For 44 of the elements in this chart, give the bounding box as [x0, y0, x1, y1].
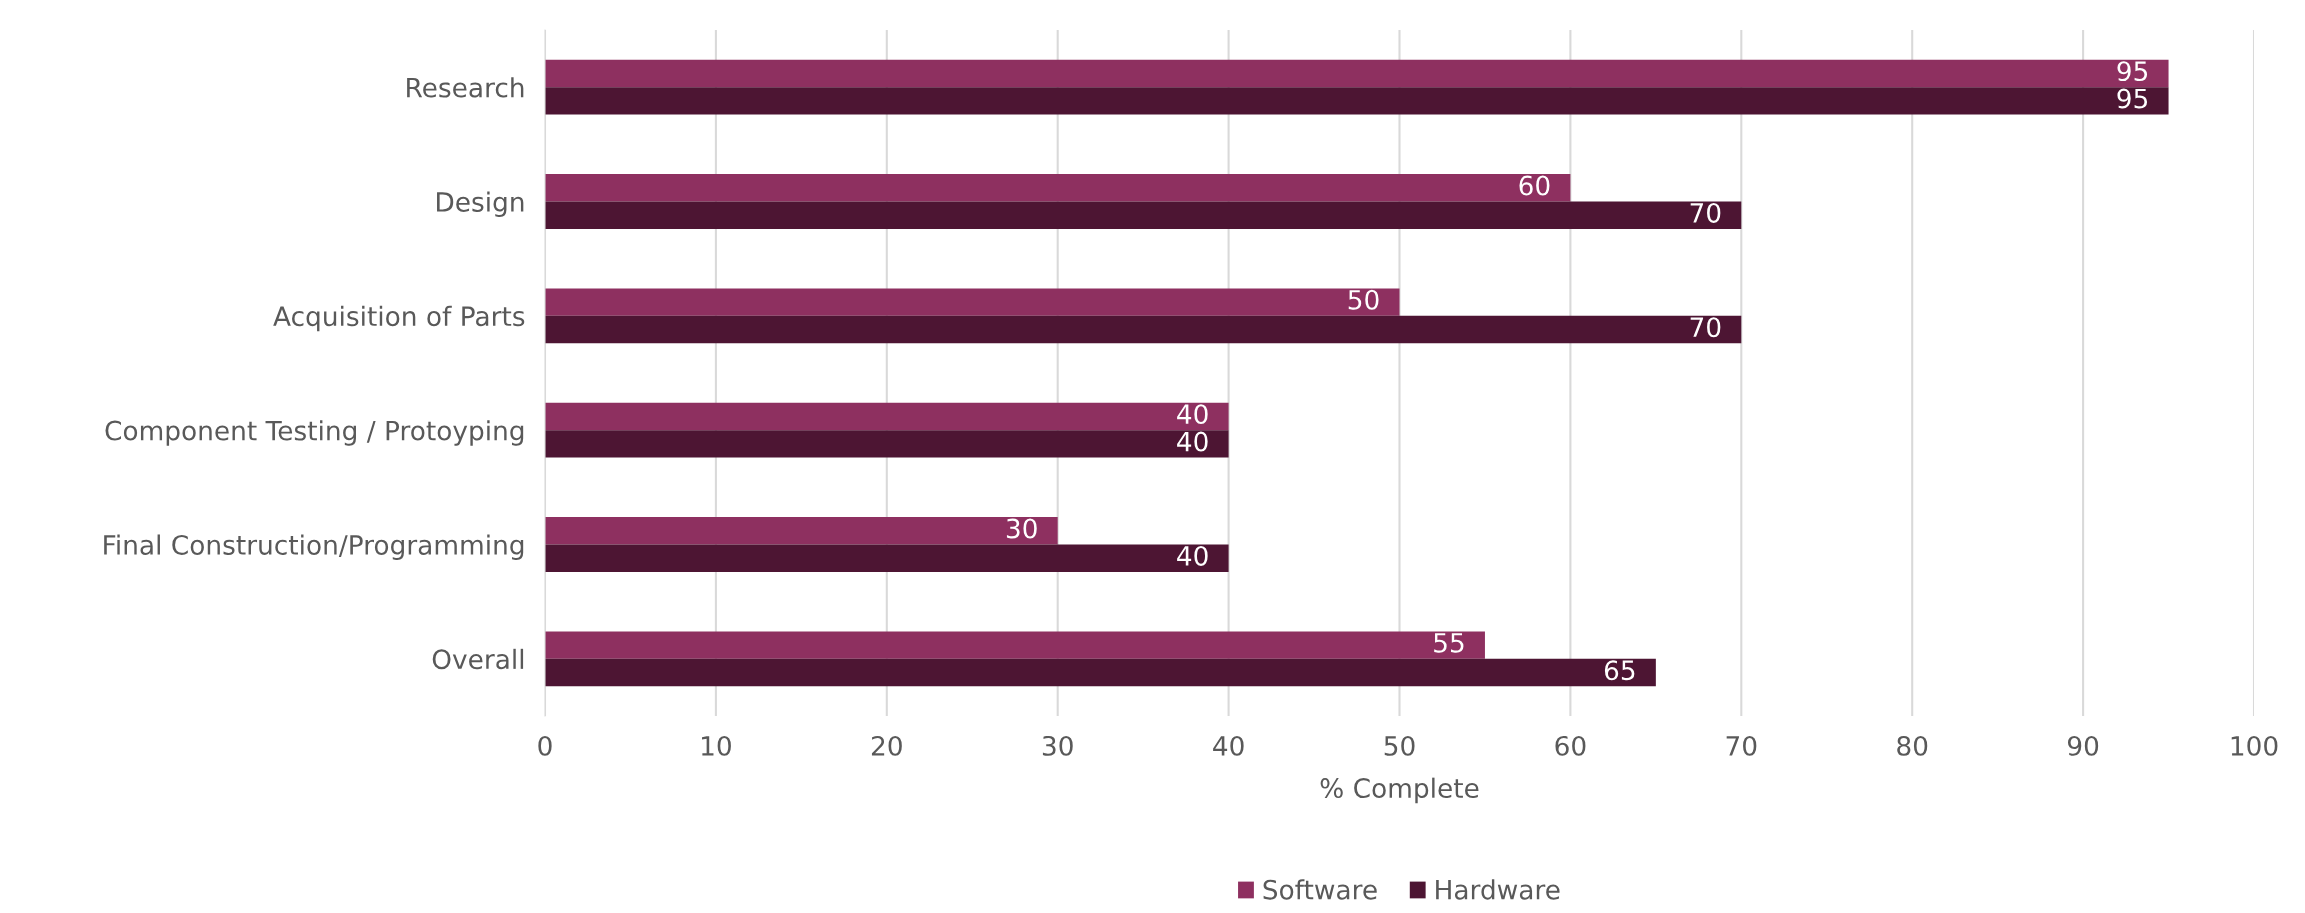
bar: [545, 658, 1656, 687]
x-tick-label: 30: [1042, 735, 1073, 756]
data-label: 70: [1690, 317, 1721, 338]
x-tick-label: 80: [1897, 735, 1928, 756]
data-label: 95: [2117, 61, 2148, 82]
x-tick-label: 40: [1213, 735, 1244, 756]
y-tick-label: Overall: [432, 648, 524, 670]
data-label: 40: [1177, 404, 1208, 425]
data-label: 55: [1434, 633, 1464, 653]
x-tick-label: 60: [1555, 735, 1586, 756]
y-tick-label: Design: [437, 191, 524, 218]
y-tick-label: Research: [407, 77, 524, 98]
legend-label: Hardware: [1436, 879, 1560, 900]
x-tick-label: 70: [1726, 735, 1757, 756]
data-label: 65: [1604, 660, 1635, 681]
data-label: 60: [1519, 175, 1550, 196]
data-label: 50: [1348, 289, 1379, 310]
bar: [545, 430, 1229, 458]
y-tick-label: Acquisition of Parts: [273, 305, 525, 332]
x-tick-label: 10: [702, 735, 731, 756]
bar: [545, 517, 1058, 545]
data-label: 30: [1006, 518, 1037, 539]
legend-label: Software: [1263, 879, 1377, 900]
x-axis-title: % Complete: [1320, 777, 1479, 804]
data-label: 40: [1177, 545, 1208, 566]
bar: [545, 201, 1742, 229]
x-tick-label: 0: [538, 735, 552, 756]
bar: [545, 402, 1229, 431]
x-tick-label: 20: [871, 735, 902, 756]
bar: [545, 59, 2169, 88]
x-tick-label: 50: [1384, 735, 1415, 756]
data-label: 95: [2117, 88, 2148, 109]
bar: [545, 544, 1229, 572]
bar: [545, 631, 1485, 659]
y-tick-label: Final Construction/Programming: [104, 534, 524, 561]
bar: [545, 288, 1400, 316]
data-label: 70: [1690, 202, 1721, 223]
bar: [545, 174, 1571, 202]
bar: [545, 315, 1742, 344]
x-tick-label: 100: [2231, 735, 2278, 756]
y-tick-label: Component Testing / Protoyping: [105, 420, 524, 446]
data-label: 40: [1177, 431, 1208, 452]
x-tick-label: 90: [2067, 735, 2099, 756]
bar: [545, 87, 2169, 115]
